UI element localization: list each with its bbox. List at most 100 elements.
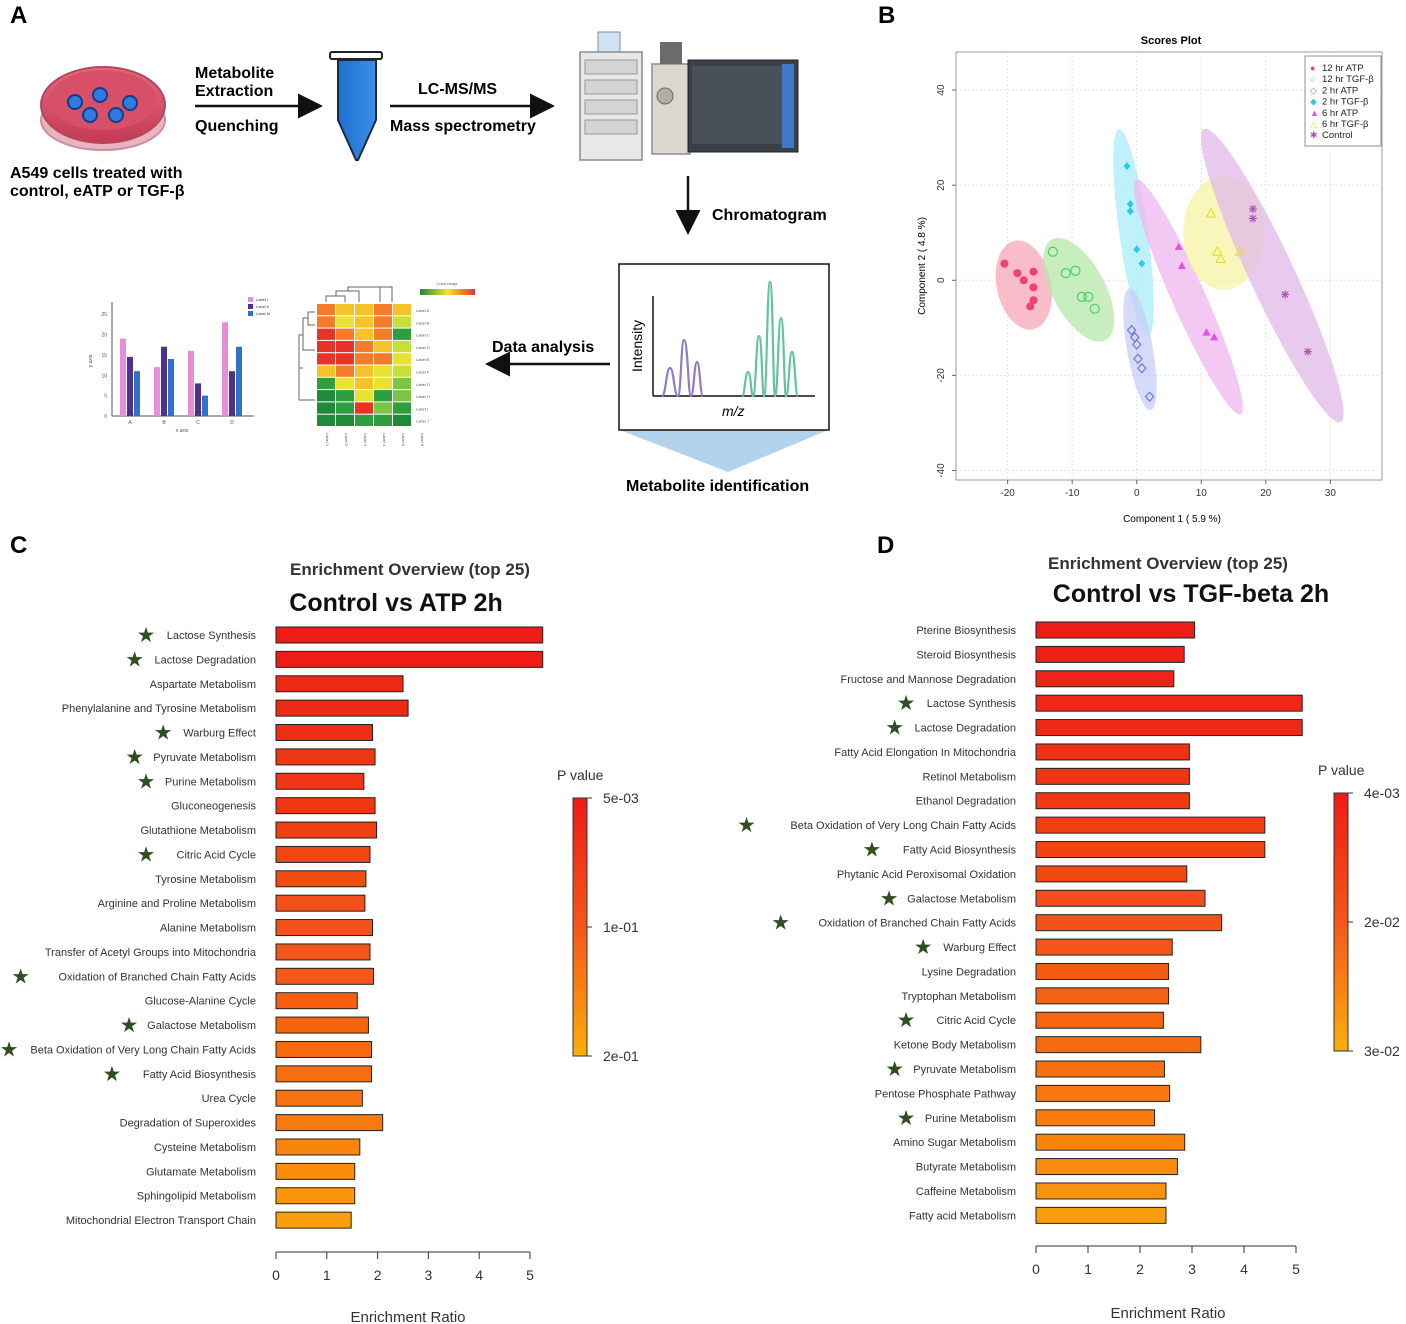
scores-point (1060, 268, 1071, 279)
pvalue-tick-label: 3e-02 (1364, 1043, 1400, 1059)
scores-legend-label: 6 hr TGF-β (1322, 119, 1369, 130)
pvalue-legend-title: P value (557, 767, 604, 783)
scores-legend-marker: ✱ (1310, 130, 1318, 140)
enrichment-bar (275, 1114, 384, 1132)
heatmap-cell (393, 316, 411, 328)
heatmap-color-legend (420, 289, 475, 295)
enrichment-category-label: Alanine Metabolism (160, 923, 256, 935)
mini-bar-x-label: x axis (176, 428, 189, 434)
star-marker-icon: ★ (885, 717, 904, 740)
enrichment-bar (1035, 670, 1175, 688)
enrichment-category-label: Cysteine Metabolism (154, 1142, 256, 1154)
heatmap-cell (317, 328, 335, 340)
heatmap-row-label: Label G (416, 382, 430, 387)
heatmap-cell (317, 353, 335, 365)
star-marker-icon: ★ (137, 624, 156, 647)
cells-caption-line2: control, eATP or TGF-β (10, 183, 185, 200)
mini-bar (168, 358, 174, 416)
pvalue-tick-label: 1e-01 (603, 919, 639, 935)
chart-d-supertitle: Enrichment Overview (top 25) (1048, 554, 1288, 573)
heatmap-column-dendrogram (325, 286, 393, 302)
mini-bar-category: C (196, 420, 200, 426)
enrichment-bar (275, 650, 544, 668)
enrichment-bar (275, 724, 374, 742)
heatmap-cell (393, 365, 411, 377)
panel-label-c: C (10, 532, 28, 559)
heatmap-legend-title: Color range (437, 281, 459, 286)
scores-point (1089, 303, 1100, 314)
heatmap-column-label: Label 3 (363, 433, 368, 447)
enrichment-bar (275, 870, 367, 888)
scores-legend-label: 2 hr ATP (1322, 85, 1358, 96)
metabolite-identification-label: Metabolite identification (626, 478, 809, 495)
heatmap-cell (336, 414, 354, 426)
enrichment-category-label: Purine Metabolism (925, 1113, 1016, 1125)
heatmap-cell (355, 340, 373, 353)
scores-x-tick-label: -10 (1065, 488, 1080, 499)
scores-point (1210, 332, 1219, 341)
heatmap-row-label: Label F (416, 370, 430, 375)
enrichment-x-tick-label: 2 (1136, 1261, 1144, 1277)
star-marker-icon: ★ (737, 814, 756, 837)
scores-point (1070, 265, 1081, 276)
enrichment-bar (1035, 694, 1303, 712)
scores-point (1133, 353, 1143, 365)
heatmap-cell (374, 377, 392, 390)
scores-point (1144, 391, 1155, 403)
enrichment-bar (1035, 962, 1170, 980)
enrichment-bar (1035, 1182, 1167, 1200)
chart-c-title: Control vs ATP 2h (289, 589, 502, 617)
heatmap-cell (336, 304, 354, 316)
enrichment-bar (275, 772, 365, 790)
heatmap-cell (317, 365, 335, 377)
heatmap-row-label: Label D (416, 345, 430, 350)
mini-bar-y-tick: 15 (101, 353, 107, 359)
enrichment-bar (275, 1016, 369, 1034)
mini-bar-category: D (230, 420, 234, 426)
heatmap-cell (336, 377, 354, 390)
pvalue-tick-label: 2e-02 (1364, 914, 1400, 930)
heatmap-cell (393, 402, 411, 414)
enrichment-bar (1035, 841, 1266, 859)
heatmap-cell (355, 390, 373, 402)
enrichment-bar (275, 1138, 361, 1156)
mini-bar (236, 346, 242, 416)
enrichment-category-label: Gluconeogenesis (171, 801, 257, 813)
scores-point (1205, 207, 1217, 218)
panel-label-d: D (877, 532, 895, 559)
heatmap-cell (393, 304, 411, 316)
scores-y-tick-label: -20 (936, 368, 947, 383)
step1-label-line1: Metabolite (195, 65, 274, 82)
heatmap-cell (317, 377, 335, 390)
heatmap-column-label: Label 2 (344, 433, 349, 447)
heatmap-column-label: Label 5 (401, 433, 406, 447)
scores-point (1019, 276, 1028, 285)
enrichment-category-label: Butyrate Metabolism (916, 1162, 1016, 1174)
scores-point (1211, 245, 1223, 256)
enrichment-bar (1035, 719, 1303, 737)
pvalue-tick-label: 5e-03 (603, 790, 639, 806)
heatmap-row-label: Label H (416, 394, 430, 399)
example-heatmap: Label A Label B Label C Label D Label E Label… (298, 281, 475, 447)
enrichment-bar (1035, 889, 1206, 907)
step2-label-line1: LC-MS/MS (418, 81, 497, 98)
mini-bar-legend-swatch (248, 311, 253, 316)
mini-bar-y-tick: 10 (101, 373, 107, 379)
scores-point (1177, 261, 1186, 269)
enrichment-category-label: Pyruvate Metabolism (913, 1064, 1016, 1076)
enrichment-category-label: Phytanic Acid Peroxisomal Oxidation (837, 869, 1016, 881)
scores-plot-x-label: Component 1 ( 5.9 %) (1123, 514, 1221, 525)
enrichment-bar (1035, 865, 1188, 883)
enrichment-category-label: Steroid Biosynthesis (916, 649, 1016, 661)
mini-bar (229, 371, 235, 416)
heatmap-cell (317, 414, 335, 426)
star-marker-icon: ★ (11, 965, 30, 988)
enrichment-chart-tgf: Enrichment Overview (top 25) Control vs … (737, 554, 1400, 1322)
heatmap-cell (355, 365, 373, 377)
enrichment-category-label: Galactose Metabolism (147, 1020, 256, 1032)
mini-bar-category: A (128, 420, 132, 426)
scores-point (1000, 259, 1009, 268)
enrichment-category-label: Oxidation of Branched Chain Fatty Acids (59, 971, 257, 983)
mini-bar (120, 338, 126, 416)
enrichment-category-label: Glutamate Metabolism (146, 1166, 256, 1178)
